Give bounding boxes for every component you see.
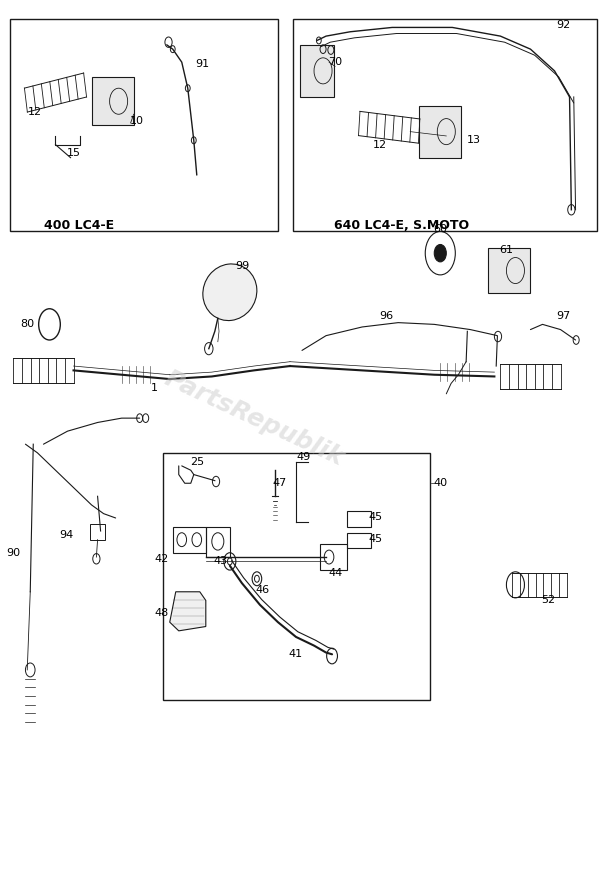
Text: 42: 42 — [154, 554, 169, 564]
Text: 15: 15 — [66, 148, 80, 159]
Bar — [162, 453, 430, 700]
Text: 1: 1 — [151, 382, 158, 393]
Bar — [293, 19, 597, 232]
Text: 96: 96 — [379, 311, 393, 321]
Bar — [301, 44, 333, 97]
Text: 60: 60 — [433, 224, 448, 233]
Text: PartsRepublik: PartsRepublik — [160, 366, 347, 470]
Text: 640 LC4-E, S.MOTO: 640 LC4-E, S.MOTO — [333, 219, 469, 232]
Text: 90: 90 — [7, 548, 21, 557]
Text: 99: 99 — [235, 261, 249, 271]
Text: 25: 25 — [190, 456, 204, 467]
Text: 92: 92 — [556, 20, 571, 30]
Text: 45: 45 — [368, 534, 382, 544]
Text: 70: 70 — [328, 57, 342, 67]
Bar — [347, 511, 371, 527]
Bar — [91, 524, 106, 540]
Text: 94: 94 — [59, 530, 74, 540]
Polygon shape — [170, 591, 206, 631]
Bar — [489, 248, 530, 294]
Text: 41: 41 — [289, 649, 303, 659]
Text: 97: 97 — [556, 311, 571, 321]
Text: 12: 12 — [27, 106, 42, 117]
Bar — [92, 78, 133, 125]
Text: 40: 40 — [433, 478, 448, 489]
Bar — [419, 105, 461, 158]
Text: 91: 91 — [196, 59, 210, 69]
Text: 52: 52 — [541, 596, 556, 605]
Text: 48: 48 — [154, 609, 169, 618]
Bar — [320, 544, 347, 571]
Text: 45: 45 — [368, 512, 382, 522]
Bar — [10, 19, 278, 232]
Text: 47: 47 — [272, 478, 287, 489]
Text: 44: 44 — [328, 568, 342, 577]
Text: 49: 49 — [296, 452, 310, 463]
Circle shape — [434, 245, 446, 262]
Text: 61: 61 — [500, 245, 513, 254]
Text: 13: 13 — [466, 135, 480, 145]
Bar — [206, 527, 230, 557]
Text: 10: 10 — [130, 116, 144, 126]
Text: 400 LC4-E: 400 LC4-E — [45, 219, 115, 232]
Bar — [347, 533, 371, 549]
Text: 80: 80 — [21, 320, 34, 329]
Text: 12: 12 — [373, 139, 387, 150]
Text: 46: 46 — [256, 585, 270, 595]
Bar — [173, 527, 206, 553]
Ellipse shape — [203, 264, 257, 321]
Text: 43: 43 — [214, 557, 228, 566]
